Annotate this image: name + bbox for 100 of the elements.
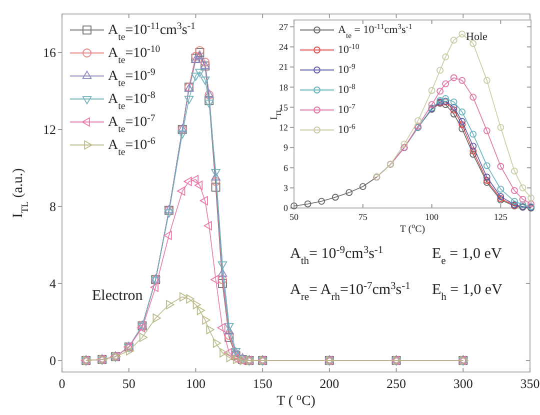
y-tick-label: 21	[279, 62, 288, 72]
point	[164, 230, 172, 240]
point	[450, 104, 458, 111]
point	[212, 338, 222, 348]
annotation: E$_{e}$ = 1,0 eV	[432, 246, 502, 266]
point	[177, 186, 186, 196]
x-tick-label: 75	[358, 212, 368, 222]
y-tick-label: 0	[50, 353, 56, 368]
y-tick-label: 0	[284, 203, 288, 214]
point	[470, 94, 477, 101]
x-tick-label: 50	[122, 376, 136, 391]
x-tick-label: 125	[494, 212, 508, 222]
point	[186, 294, 194, 304]
point	[528, 194, 534, 202]
point	[226, 352, 234, 362]
legend-label: A$_{te}$=10$^{-9}$	[108, 66, 156, 89]
point	[483, 127, 490, 134]
legend-label: A$_{te}$=10$^{-10}$	[108, 44, 160, 66]
point	[470, 142, 477, 150]
point	[458, 30, 466, 38]
point	[211, 172, 220, 180]
point	[332, 194, 339, 201]
legend-label: A$_{te}$=10$^{-11}$cm$^{3}$s$^{-1}$	[108, 20, 196, 43]
x-tick-label: 300	[453, 376, 473, 391]
point	[359, 183, 366, 190]
point	[150, 282, 158, 292]
annotation: Hole	[466, 31, 488, 43]
point	[184, 96, 194, 104]
point	[450, 110, 458, 118]
point	[519, 196, 526, 203]
y-tick-label: 18	[279, 82, 288, 92]
point	[483, 76, 490, 84]
point	[458, 108, 466, 116]
legend-label: 10$^{-8}$	[338, 82, 356, 96]
point	[204, 96, 214, 106]
point	[195, 51, 204, 60]
point	[200, 196, 208, 206]
x-tick-label: 50	[290, 212, 299, 222]
point	[211, 168, 220, 178]
point	[436, 88, 444, 95]
point	[191, 72, 200, 81]
point	[139, 332, 148, 342]
point	[483, 174, 490, 181]
annotation: E$_{h}$ = 1,0 eV	[432, 282, 503, 302]
legend-label: 10$^{-6}$	[338, 122, 356, 136]
point	[483, 162, 490, 170]
point	[200, 76, 210, 85]
point	[436, 66, 444, 74]
y-tick-label: 24	[279, 42, 288, 52]
y-tick-label: 15	[279, 102, 288, 112]
point	[470, 150, 477, 158]
y-tick-label: 6	[284, 162, 288, 173]
point	[346, 189, 353, 196]
point	[184, 176, 192, 186]
point	[152, 314, 161, 323]
x-axis-title: T ( $^{o}$C)	[276, 392, 316, 409]
point	[458, 118, 466, 125]
point	[442, 95, 450, 102]
point	[318, 198, 326, 205]
point	[458, 76, 466, 84]
y-tick-label: 9	[284, 142, 288, 153]
point	[450, 36, 458, 44]
point	[528, 200, 534, 208]
x-tick-label: 350	[520, 376, 540, 391]
legend-label: 10$^{-7}$	[338, 102, 356, 116]
x-axis-title: T ($^{o}$C)	[400, 222, 426, 235]
point	[470, 40, 477, 47]
point	[192, 300, 201, 310]
point	[220, 348, 228, 358]
point	[450, 98, 458, 106]
point	[224, 326, 234, 334]
point	[204, 221, 212, 230]
legend-label: 10$^{-9}$	[338, 62, 356, 76]
x-tick-label: 250	[386, 376, 406, 391]
point	[202, 315, 210, 325]
point	[428, 87, 436, 94]
point	[224, 348, 232, 358]
point	[304, 200, 312, 208]
point	[519, 184, 526, 192]
x-tick-label: 100	[186, 376, 206, 391]
point	[232, 354, 242, 364]
point	[179, 292, 188, 302]
point	[218, 268, 228, 277]
point	[190, 174, 199, 184]
annotation: A$_{th}$= 10$^{-9}$cm$^{3}$s$^{-1}$	[290, 244, 384, 266]
point	[224, 322, 234, 332]
point	[442, 101, 450, 108]
text: A$_{re}$= A$_{rh}$=10$^{-7}$cm$^{3}$s$^{-1}$	[290, 280, 410, 302]
y-tick-label: 12	[43, 122, 56, 138]
x-tick-label: 200	[320, 376, 340, 391]
y-tick-label: 3	[284, 183, 288, 194]
point	[470, 130, 477, 138]
point	[195, 68, 204, 77]
point	[218, 279, 227, 288]
point	[450, 106, 458, 114]
y-tick-label: 16	[43, 45, 56, 60]
y-tick-label: 27	[279, 22, 288, 32]
point	[458, 121, 466, 128]
legend-label: A$_{te}$=10$^{-6}$	[108, 136, 156, 158]
point	[458, 125, 466, 132]
